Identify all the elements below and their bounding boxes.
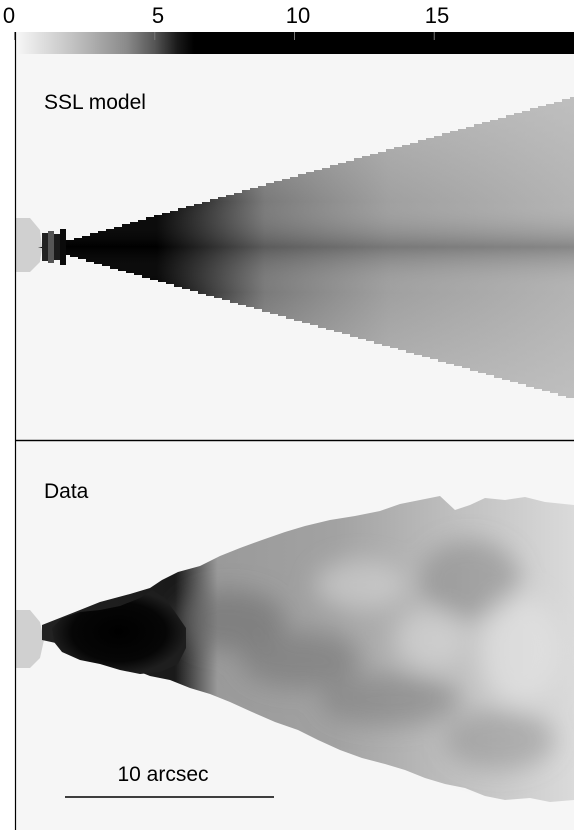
- data-texture: [175, 540, 560, 770]
- ssl-model-inner-jet: [42, 229, 66, 265]
- data-panel: [15, 442, 574, 830]
- data-core: [15, 610, 44, 668]
- colorbar-tick-label-10: 10: [286, 3, 310, 28]
- colorbar-tick-label-0: 0: [3, 3, 15, 28]
- ssl-model-panel: [15, 54, 574, 439]
- ssl-model-core: [15, 218, 42, 272]
- ssl-model-cone-shading: [38, 96, 574, 398]
- data-dark-knot: [52, 590, 186, 674]
- scale-bar: 10 arcsec: [65, 763, 274, 798]
- colorbar-tick-labels: 0 5 10 15: [3, 3, 449, 28]
- panel-label-data: Data: [44, 480, 89, 503]
- colorbar-tick-label-5: 5: [152, 3, 164, 28]
- colorbar: 0 5 10 15: [3, 3, 574, 54]
- colorbar-tick-label-15: 15: [425, 3, 449, 28]
- scale-bar-label: 10 arcsec: [117, 763, 208, 786]
- panel-frames: [14, 32, 574, 830]
- panel-label-ssl-model: SSL model: [44, 91, 146, 114]
